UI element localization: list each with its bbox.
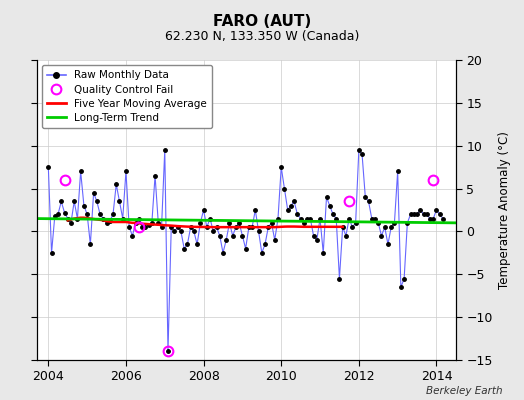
Text: Berkeley Earth: Berkeley Earth <box>427 386 503 396</box>
Y-axis label: Temperature Anomaly (°C): Temperature Anomaly (°C) <box>498 131 511 289</box>
Legend: Raw Monthly Data, Quality Control Fail, Five Year Moving Average, Long-Term Tren: Raw Monthly Data, Quality Control Fail, … <box>42 65 212 128</box>
Text: 62.230 N, 133.350 W (Canada): 62.230 N, 133.350 W (Canada) <box>165 30 359 43</box>
Text: FARO (AUT): FARO (AUT) <box>213 14 311 29</box>
